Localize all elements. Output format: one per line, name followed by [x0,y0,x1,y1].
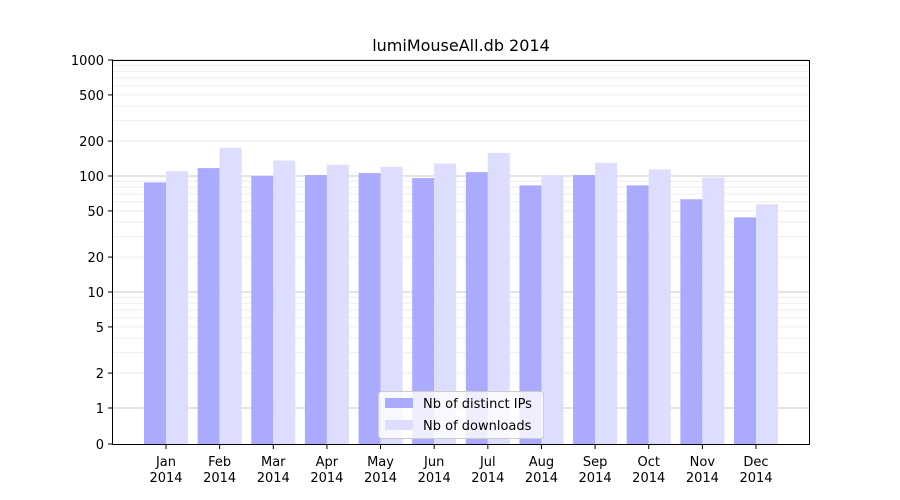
bar-downloads [219,147,242,444]
legend-swatch-distinct-ips [385,398,413,408]
bar-downloads [434,163,457,444]
x-tick-label-month: Apr [316,455,339,470]
x-tick-label-month: Oct [637,455,659,470]
bar-distinct-ips [626,185,649,444]
bar-downloads [756,204,778,444]
x-tick-label-month: Jan [155,455,176,470]
bar-distinct-ips [519,185,542,444]
y-tick-label: 5 [96,321,104,336]
bar-downloads [648,169,671,444]
x-tick-label-year: 2014 [739,471,772,486]
bar-downloads [487,152,510,444]
x-tick-label-month: Sep [583,455,608,470]
x-tick-label-year: 2014 [525,471,558,486]
bar-distinct-ips [734,217,756,444]
x-tick-label-year: 2014 [471,471,504,486]
x-tick-label-month: May [367,455,394,470]
x-axis: Jan2014Feb2014Mar2014Apr2014May2014Jun20… [149,444,773,486]
y-tick-label: 2 [96,367,104,382]
bar-distinct-ips [251,176,274,444]
bar-distinct-ips [144,182,166,444]
bar-distinct-ips [304,175,327,444]
y-tick-label: 500 [79,89,104,104]
x-tick-label-month: Mar [261,455,286,470]
chart-title: lumiMouseAll.db 2014 [372,36,550,55]
x-tick-label-month: Feb [208,455,231,470]
x-tick-label-year: 2014 [257,471,290,486]
bar-distinct-ips [465,172,488,444]
legend-label-distinct-ips: Nb of distinct IPs [423,397,532,412]
legend-swatch-downloads [385,420,413,430]
x-tick-label-month: Aug [529,455,554,470]
x-tick-label-year: 2014 [203,471,236,486]
x-tick-label-year: 2014 [149,471,182,486]
bar-downloads [380,166,403,444]
legend: Nb of distinct IPs Nb of downloads [378,391,544,439]
x-tick-label-year: 2014 [579,471,612,486]
bar-downloads [273,160,296,444]
x-tick-label-month: Jun [423,455,444,470]
bar-distinct-ips [412,178,435,445]
y-axis: 0 1 2 5 10 20 50 100 200 500 1000 [71,54,113,453]
x-tick-label-year: 2014 [686,471,719,486]
bar-downloads [541,175,564,444]
y-tick-label: 10 [87,286,104,301]
bar-downloads [166,171,188,444]
x-tick-label-month: Jul [479,455,496,470]
x-tick-label-year: 2014 [364,471,397,486]
legend-frame [378,391,544,439]
legend-label-downloads: Nb of downloads [423,419,532,434]
x-tick-label-year: 2014 [632,471,665,486]
x-tick-label-month: Nov [690,455,716,470]
y-tick-label: 20 [87,251,104,266]
bars [144,147,778,445]
y-tick-label: 100 [79,170,104,185]
bar-downloads [702,177,725,444]
y-tick-label: 50 [87,205,104,220]
bar-distinct-ips [573,175,596,444]
y-tick-label: 0 [96,438,104,453]
x-tick-label-year: 2014 [310,471,343,486]
y-tick-label: 1000 [71,54,104,69]
bar-distinct-ips [680,199,703,444]
bar-distinct-ips [197,168,220,444]
x-tick-label-month: Dec [743,455,768,470]
y-tick-label: 200 [79,135,104,150]
x-tick-label-year: 2014 [418,471,451,486]
bar-distinct-ips [358,173,381,444]
bar-downloads [326,164,349,445]
plot-frame [112,60,810,445]
y-tick-label: 1 [96,402,104,417]
bar-downloads [595,162,618,444]
